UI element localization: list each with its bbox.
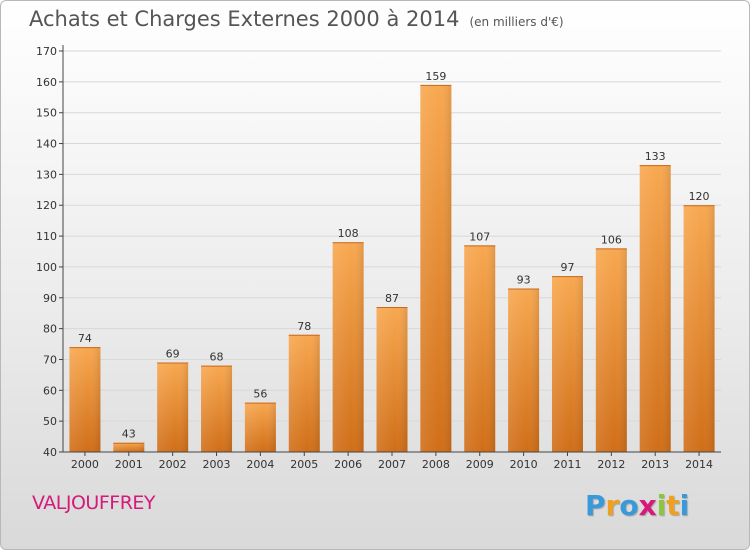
bar-shade-2004	[244, 402, 276, 452]
x-tick-label: 2005	[290, 458, 318, 471]
bar-shade-2011	[551, 276, 583, 452]
y-tick-label: 70	[43, 353, 57, 366]
bar-shade-2008	[420, 84, 452, 452]
x-tick-label: 2013	[641, 458, 669, 471]
x-tick-label: 2004	[246, 458, 274, 471]
bar-shade-2009	[464, 245, 496, 452]
place-name: VALJOUFFREY	[32, 492, 156, 514]
data-label-2007: 87	[385, 292, 399, 305]
x-tick-label: 2001	[115, 458, 143, 471]
logo-letter: t	[666, 489, 680, 522]
data-label-2006: 108	[338, 227, 359, 240]
x-tick-label: 2007	[378, 458, 406, 471]
logo-letter: i	[679, 489, 690, 522]
data-label-2010: 93	[517, 274, 531, 287]
data-label-2009: 107	[469, 230, 490, 243]
chart-title-text: Achats et Charges Externes 2000 à 2014	[29, 7, 460, 31]
bar-shade-2010	[508, 288, 540, 452]
proxiti-logo: Proxiti	[585, 489, 689, 522]
data-label-2005: 78	[297, 320, 311, 333]
x-tick-label: 2009	[466, 458, 494, 471]
y-tick-label: 110	[36, 230, 57, 243]
chart-subtitle: (en milliers d'€)	[469, 15, 564, 29]
y-tick-label: 150	[36, 107, 57, 120]
axes	[59, 45, 721, 456]
bar-shade-2014	[683, 205, 715, 452]
y-tick-label: 80	[43, 323, 57, 336]
bar-shade-2013	[639, 165, 671, 452]
data-label-2011: 97	[560, 261, 574, 274]
y-tick-label: 120	[36, 199, 57, 212]
data-label-2000: 74	[78, 332, 92, 345]
x-tick-label: 2002	[159, 458, 187, 471]
x-tick-label: 2010	[510, 458, 538, 471]
y-tick-label: 160	[36, 76, 57, 89]
y-tick-label: 170	[36, 45, 57, 58]
logo-letter: P	[585, 489, 606, 522]
x-tick-label: 2014	[685, 458, 713, 471]
logo-letter: o	[619, 489, 639, 522]
bar-shade-2001	[113, 442, 145, 452]
bar-shade-2007	[376, 307, 408, 452]
logo-letter: r	[605, 489, 620, 522]
y-tick-label: 60	[43, 384, 57, 397]
bars	[69, 84, 715, 452]
bar-shade-2005	[288, 334, 320, 452]
bar-shade-2003	[201, 365, 233, 452]
x-tick-label: 2006	[334, 458, 362, 471]
y-tick-label: 100	[36, 261, 57, 274]
x-tick-label: 2011	[553, 458, 581, 471]
data-label-2004: 56	[253, 388, 267, 401]
data-label-2013: 133	[645, 150, 666, 163]
x-tick-label: 2000	[71, 458, 99, 471]
chart-title: Achats et Charges Externes 2000 à 2014 (e…	[29, 7, 564, 31]
data-label-2002: 69	[166, 348, 180, 361]
data-label-2001: 43	[122, 428, 136, 441]
data-label-2014: 120	[689, 190, 710, 203]
y-tick-label: 140	[36, 138, 57, 151]
bar-shade-2000	[69, 347, 101, 452]
x-tick-label: 2012	[597, 458, 625, 471]
bar-shade-2012	[595, 248, 627, 452]
bar-shade-2002	[157, 362, 189, 452]
y-tick-label: 40	[43, 446, 57, 459]
labels: 40 50 60 70 80 90 100 110 120 130 140 150 160 170 74 20…	[36, 45, 713, 471]
logo-letter: x	[638, 489, 657, 522]
logo-letter: i	[656, 489, 667, 522]
y-tick-label: 130	[36, 168, 57, 181]
y-tick-label: 90	[43, 292, 57, 305]
x-tick-label: 2003	[203, 458, 231, 471]
x-tick-label: 2008	[422, 458, 450, 471]
y-tick-label: 50	[43, 415, 57, 428]
data-label-2008: 159	[425, 70, 446, 83]
bar-shade-2006	[332, 242, 364, 452]
data-label-2012: 106	[601, 233, 622, 246]
data-label-2003: 68	[210, 351, 224, 364]
